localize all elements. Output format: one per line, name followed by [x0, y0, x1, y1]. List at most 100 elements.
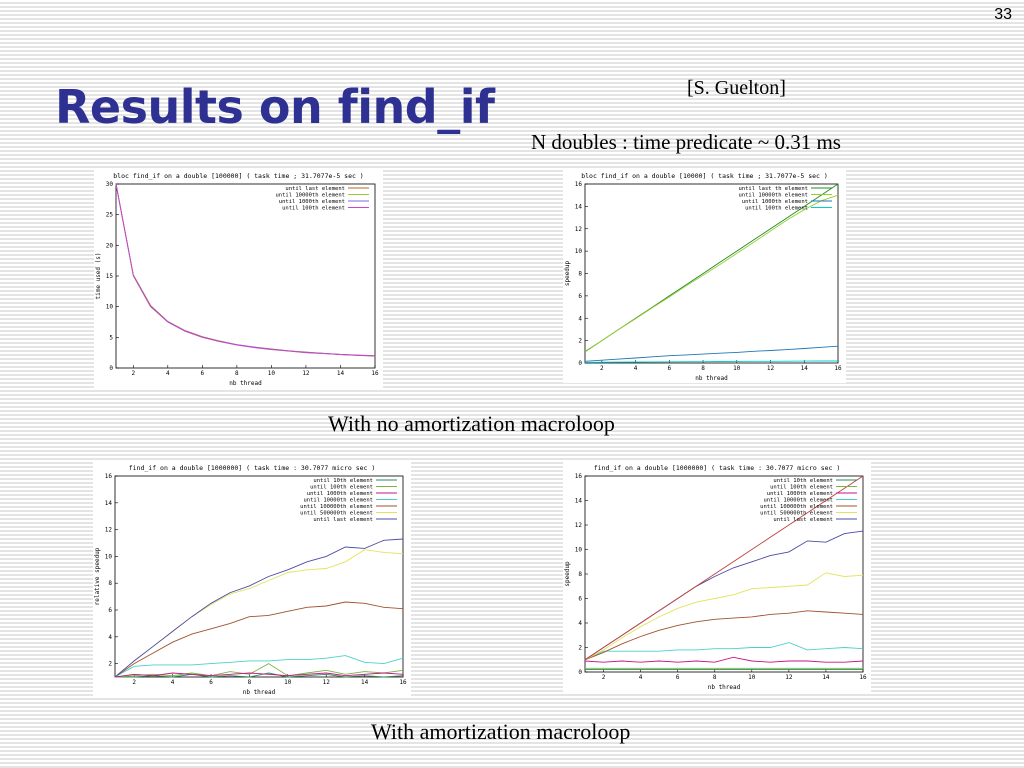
- x-tick-label: 8: [701, 365, 705, 372]
- chart-svg: bloc find_if on a double [10000] ( task …: [564, 172, 842, 382]
- series-line: [584, 360, 838, 363]
- series-line: [584, 475, 864, 661]
- y-tick-label: 14: [575, 498, 583, 505]
- x-tick-label: 14: [822, 674, 830, 681]
- y-tick-label: 4: [108, 634, 112, 641]
- y-tick-label: 0: [578, 360, 582, 367]
- chart-title: find_if on a double [1000000] ( task tim…: [594, 464, 841, 472]
- chart-svg: find_if on a double [1000000] ( task tim…: [94, 464, 407, 696]
- legend-label: until last element: [313, 517, 373, 523]
- chart-title: find_if on a double [1000000] ( task tim…: [129, 464, 376, 472]
- y-tick-label: 20: [106, 242, 114, 249]
- legend-label: until 100000th element: [760, 504, 833, 510]
- x-axis-label: nb thread: [695, 375, 728, 382]
- chart-svg: find_if on a double [1000000] ( task tim…: [564, 464, 867, 691]
- series-line: [114, 549, 404, 678]
- x-tick-label: 6: [676, 674, 680, 681]
- series-line: [114, 601, 404, 678]
- x-tick-label: 10: [268, 370, 276, 377]
- y-tick-label: 2: [108, 661, 112, 668]
- y-tick-label: 4: [578, 315, 582, 322]
- x-tick-label: 14: [361, 679, 369, 686]
- series-line: [115, 183, 376, 357]
- x-tick-label: 10: [748, 674, 756, 681]
- legend-label: until 10th element: [313, 478, 373, 484]
- x-tick-label: 10: [284, 679, 292, 686]
- x-axis-label: nb thread: [708, 684, 741, 691]
- x-tick-label: 2: [602, 674, 606, 681]
- y-tick-label: 10: [106, 304, 114, 311]
- plot-frame: [114, 475, 404, 678]
- y-tick-label: 6: [578, 596, 582, 603]
- legend-label: until 1000th element: [307, 491, 373, 497]
- x-tick-label: 4: [634, 365, 638, 372]
- caption-amortization: With amortization macroloop: [371, 719, 631, 744]
- x-tick-label: 12: [785, 674, 793, 681]
- x-tick-label: 10: [733, 365, 741, 372]
- x-tick-label: 12: [323, 679, 331, 686]
- x-tick-label: 8: [248, 679, 252, 686]
- y-axis-label: speedup: [564, 260, 571, 286]
- x-tick-label: 4: [171, 679, 175, 686]
- legend-label: until 10000th element: [763, 498, 833, 504]
- legend-label: until 1000th element: [767, 491, 833, 497]
- y-tick-label: 10: [575, 547, 583, 554]
- x-tick-label: 6: [201, 370, 205, 377]
- legend-label: until 10000th element: [738, 193, 808, 199]
- legend-label: until last th element: [738, 186, 808, 192]
- y-tick-label: 8: [578, 571, 582, 578]
- y-tick-label: 16: [575, 181, 583, 188]
- y-tick-label: 16: [575, 473, 583, 480]
- y-tick-label: 5: [109, 334, 113, 341]
- legend-label: until 100th element: [745, 206, 808, 212]
- chart-speedup-amortized: find_if on a double [1000000] ( task tim…: [563, 462, 871, 692]
- legend-label: until 1000th element: [742, 199, 808, 205]
- x-tick-label: 2: [131, 370, 135, 377]
- series-line: [584, 530, 864, 661]
- y-tick-label: 6: [108, 607, 112, 614]
- x-tick-label: 2: [600, 365, 604, 372]
- x-tick-label: 16: [859, 674, 867, 681]
- series-line: [584, 642, 864, 661]
- y-tick-label: 0: [109, 365, 113, 372]
- series-line: [114, 672, 404, 678]
- legend-label: until last element: [285, 186, 345, 192]
- legend-label: until 10000th element: [275, 193, 345, 199]
- legend-label: until 100th element: [282, 206, 345, 212]
- legend-label: until 10th element: [773, 478, 833, 484]
- x-tick-label: 16: [371, 370, 379, 377]
- legend-label: until 500000th element: [760, 511, 833, 517]
- legend-label: until 10000th element: [303, 498, 373, 504]
- series-line: [114, 655, 404, 678]
- slide-subtitle: N doubles : time predicate ~ 0.31 ms: [531, 130, 841, 154]
- series-line: [584, 656, 864, 663]
- series-line: [115, 672, 404, 678]
- legend-label: until 500000th element: [300, 511, 373, 517]
- series-line: [584, 194, 839, 352]
- x-tick-label: 4: [639, 674, 643, 681]
- x-tick-label: 4: [166, 370, 170, 377]
- x-tick-label: 14: [337, 370, 345, 377]
- y-tick-label: 2: [578, 338, 582, 345]
- y-tick-label: 2: [578, 645, 582, 652]
- chart-relative-speedup: find_if on a double [1000000] ( task tim…: [93, 462, 411, 697]
- series-line: [584, 345, 839, 362]
- citation: [S. Guelton]: [687, 77, 786, 99]
- x-tick-label: 2: [132, 679, 136, 686]
- chart-time-used: bloc find_if on a double [100000] ( task…: [94, 170, 383, 388]
- y-tick-label: 8: [108, 580, 112, 587]
- y-axis-label: relative speedup: [94, 547, 101, 605]
- x-tick-label: 8: [713, 674, 717, 681]
- legend-label: until 100th element: [310, 485, 373, 491]
- caption-no-amortization: With no amortization macroloop: [328, 411, 615, 436]
- x-tick-label: 16: [834, 365, 842, 372]
- legend-label: until last element: [773, 517, 833, 523]
- x-tick-label: 6: [209, 679, 213, 686]
- chart-title: bloc find_if on a double [10000] ( task …: [581, 172, 828, 180]
- y-axis-label: speedup: [564, 561, 571, 587]
- y-tick-label: 0: [578, 669, 582, 676]
- page-number: 33: [994, 6, 1012, 23]
- y-tick-label: 4: [578, 620, 582, 627]
- chart-title: bloc find_if on a double [100000] ( task…: [113, 172, 363, 180]
- plot-frame: [115, 183, 376, 369]
